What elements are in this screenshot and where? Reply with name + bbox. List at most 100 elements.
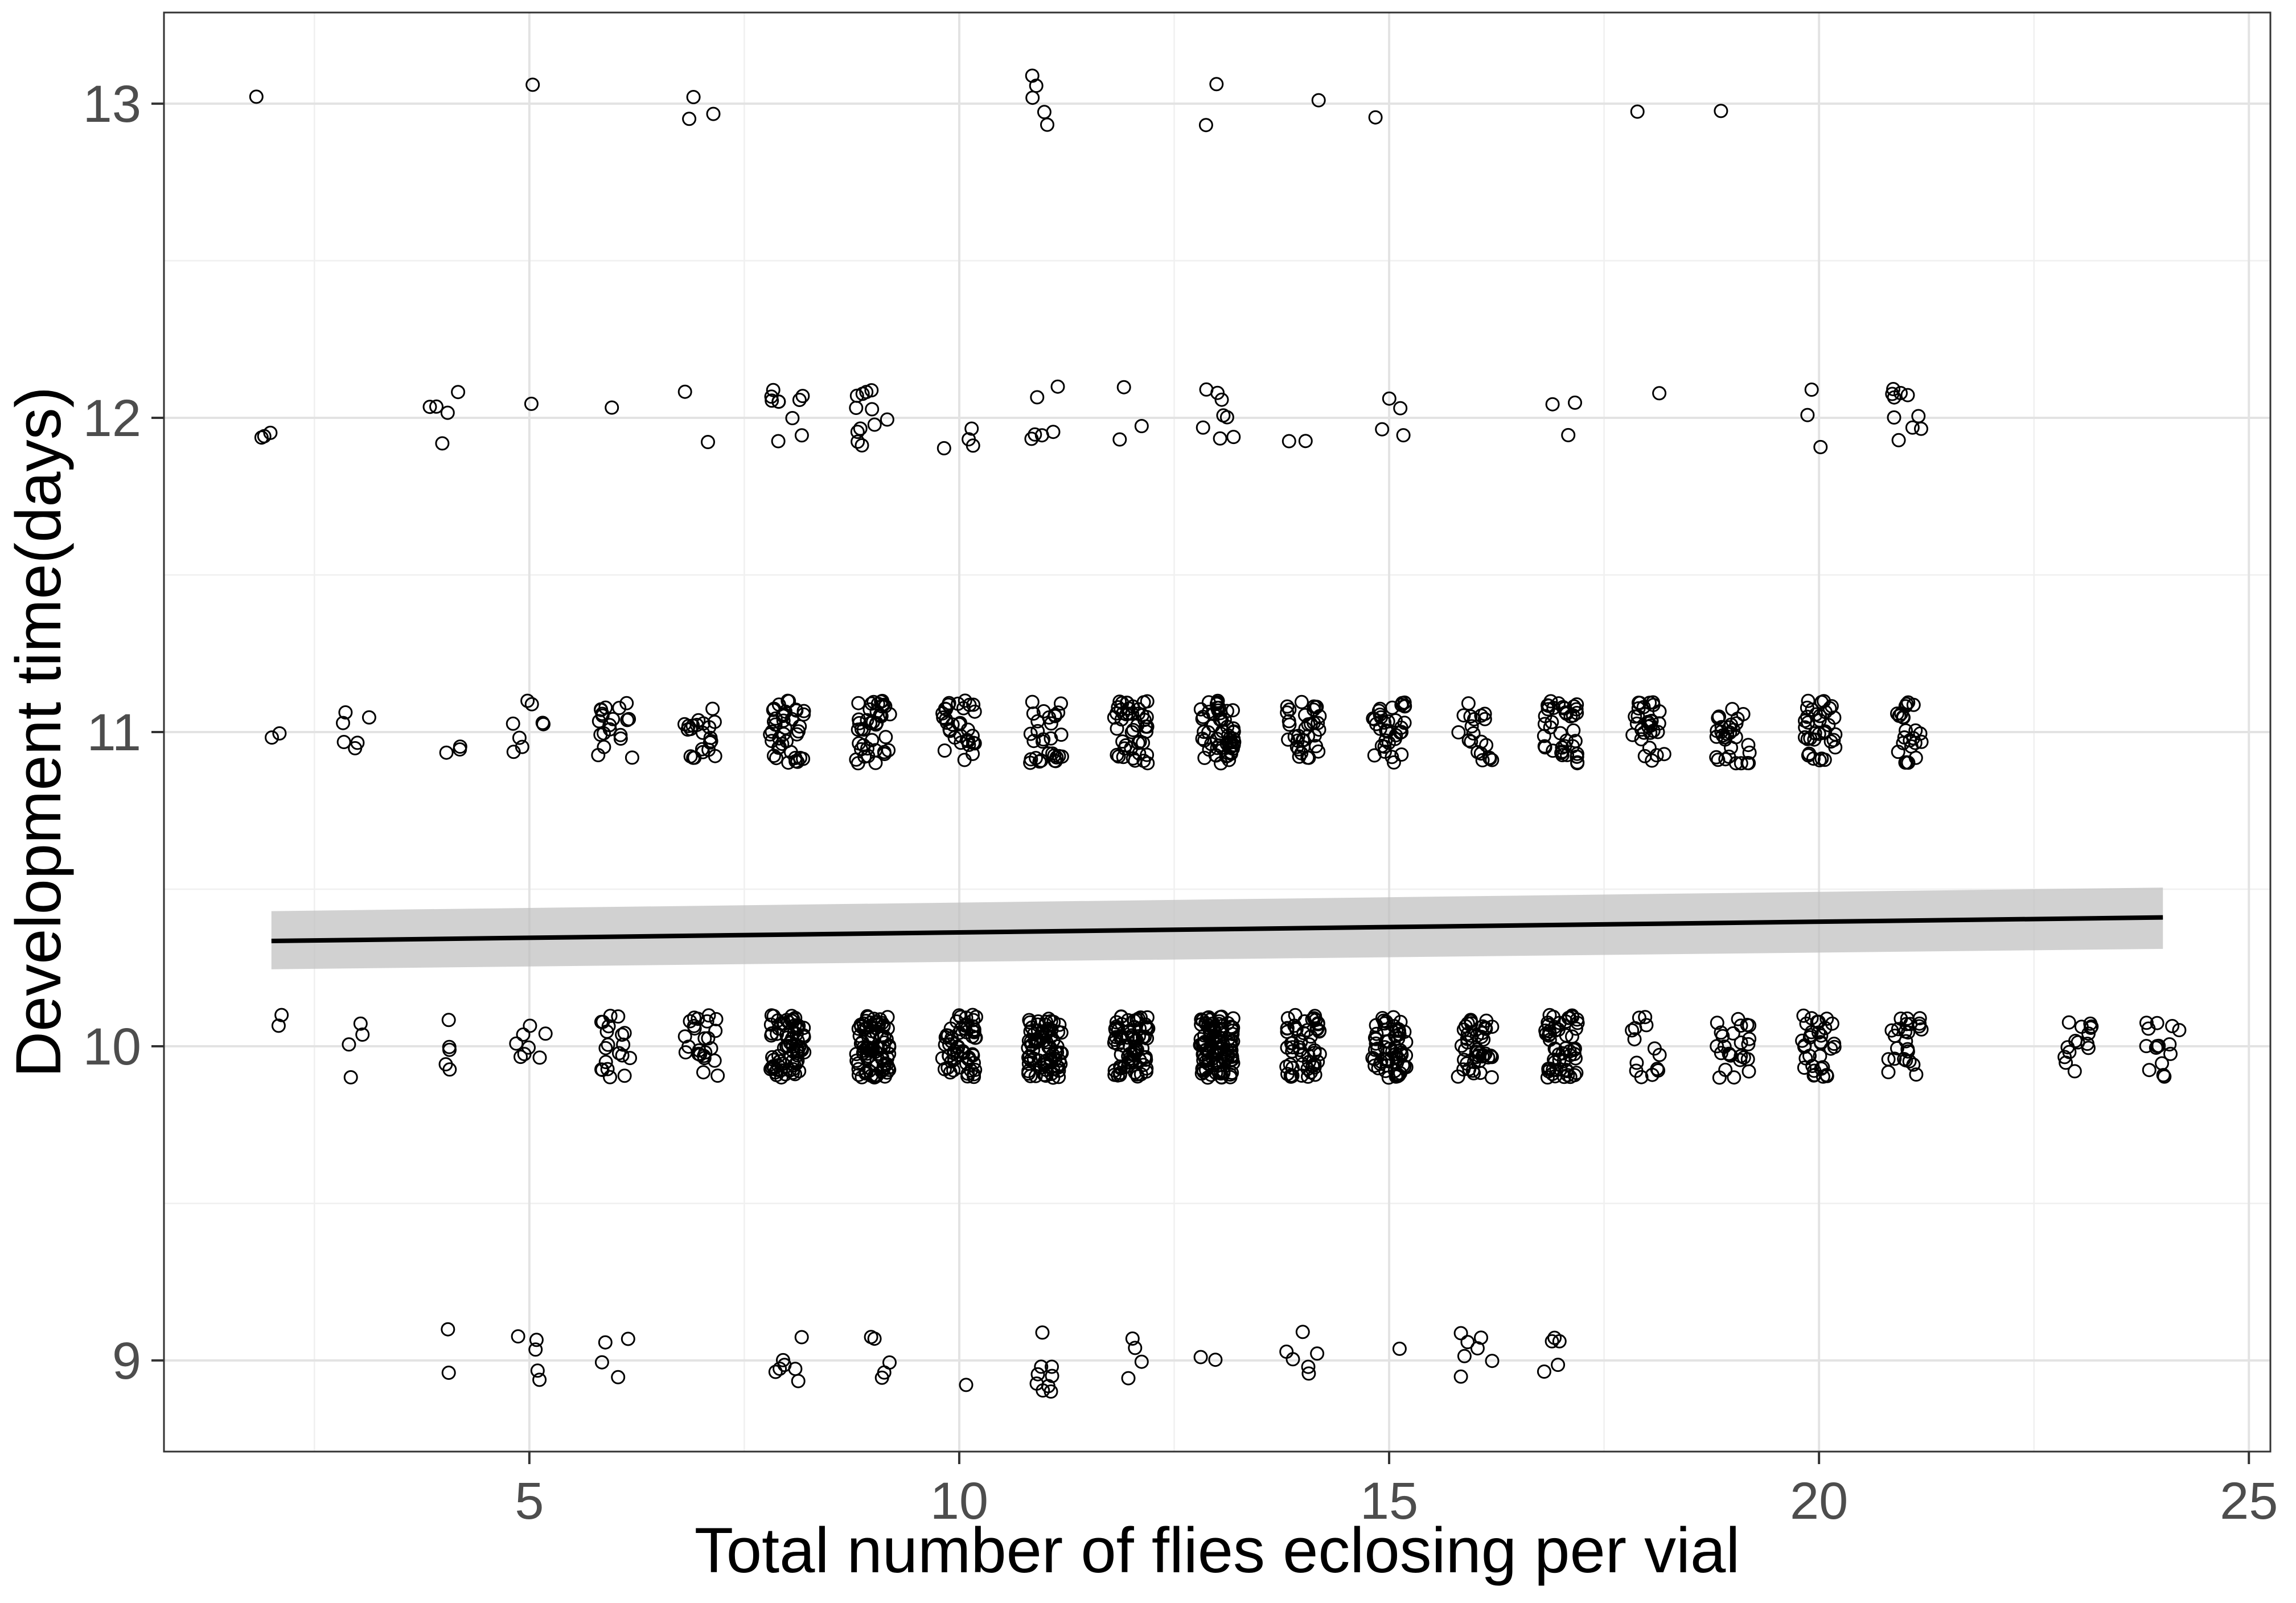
data-point bbox=[1464, 1016, 1478, 1031]
data-point bbox=[1637, 749, 1652, 763]
data-point bbox=[442, 1042, 457, 1057]
data-point bbox=[615, 1048, 630, 1063]
data-point bbox=[966, 746, 980, 761]
data-point bbox=[1555, 740, 1570, 755]
data-point bbox=[1644, 713, 1659, 728]
data-point bbox=[1891, 433, 1906, 447]
data-point bbox=[1485, 1020, 1500, 1034]
data-point bbox=[2155, 1056, 2169, 1071]
data-point bbox=[603, 1070, 617, 1084]
data-point bbox=[1119, 738, 1133, 753]
data-point bbox=[1628, 709, 1642, 724]
data-point bbox=[621, 1331, 635, 1346]
data-point bbox=[773, 1362, 787, 1376]
data-point bbox=[1740, 756, 1755, 770]
data-point bbox=[1741, 1064, 1756, 1079]
data-point bbox=[677, 1029, 692, 1044]
data-point bbox=[794, 1330, 809, 1345]
data-point bbox=[1114, 702, 1128, 717]
data-point bbox=[1542, 1008, 1557, 1022]
data-point bbox=[964, 421, 979, 436]
data-point bbox=[422, 400, 437, 414]
data-point bbox=[1047, 748, 1062, 763]
data-point bbox=[1279, 1345, 1294, 1359]
data-point bbox=[855, 1035, 870, 1050]
data-point bbox=[1282, 702, 1297, 717]
data-point bbox=[1914, 1022, 1929, 1037]
data-point bbox=[1722, 749, 1736, 764]
data-point bbox=[695, 742, 709, 757]
data-point bbox=[1377, 1022, 1391, 1037]
data-point bbox=[2061, 1015, 2076, 1030]
data-point bbox=[605, 400, 619, 415]
data-point bbox=[1368, 110, 1383, 125]
data-point bbox=[697, 1031, 712, 1046]
data-point bbox=[272, 726, 287, 741]
data-point bbox=[1638, 1010, 1653, 1025]
data-point bbox=[1128, 1341, 1143, 1355]
data-point bbox=[776, 713, 791, 728]
data-point bbox=[1035, 1325, 1050, 1340]
data-point bbox=[853, 421, 868, 436]
data-point bbox=[1037, 105, 1052, 120]
data-point bbox=[1464, 734, 1478, 749]
data-point bbox=[1138, 1017, 1153, 1032]
data-point bbox=[1204, 1067, 1218, 1082]
data-point bbox=[1477, 712, 1492, 726]
data-point bbox=[1905, 420, 1920, 435]
data-point bbox=[1285, 1040, 1300, 1055]
y-tick-label: 9 bbox=[112, 1332, 141, 1390]
data-point bbox=[1631, 701, 1646, 716]
data-point bbox=[1367, 1042, 1382, 1057]
data-point bbox=[855, 438, 869, 453]
data-point bbox=[1722, 1046, 1736, 1061]
data-point bbox=[528, 1342, 543, 1357]
data-point bbox=[1639, 1018, 1654, 1033]
data-point bbox=[937, 441, 951, 455]
data-point bbox=[615, 1027, 630, 1042]
data-point bbox=[1021, 1066, 1036, 1081]
data-point bbox=[1214, 1009, 1229, 1024]
data-point bbox=[1453, 1326, 1468, 1341]
data-point bbox=[1298, 434, 1313, 449]
data-point bbox=[1223, 1070, 1238, 1084]
data-point bbox=[680, 722, 695, 737]
data-point bbox=[524, 697, 539, 712]
data-point bbox=[1040, 117, 1054, 132]
data-point bbox=[677, 384, 692, 399]
data-point bbox=[1044, 1384, 1058, 1399]
data-points-layer bbox=[249, 68, 2187, 1399]
data-point bbox=[763, 1062, 778, 1076]
data-point bbox=[274, 1008, 289, 1022]
data-point bbox=[1196, 1013, 1210, 1027]
data-point bbox=[2062, 1045, 2077, 1059]
data-point bbox=[851, 1062, 866, 1076]
data-point bbox=[1814, 1036, 1828, 1050]
data-point bbox=[1559, 1028, 1574, 1043]
data-point bbox=[1657, 747, 1671, 762]
x-tick-label: 25 bbox=[2220, 1472, 2278, 1530]
data-point bbox=[1881, 1064, 1896, 1079]
data-point bbox=[1035, 734, 1050, 749]
data-point bbox=[1389, 728, 1403, 743]
data-point bbox=[1634, 722, 1649, 737]
data-point bbox=[877, 1365, 892, 1380]
data-point bbox=[959, 1010, 974, 1025]
data-point bbox=[1734, 1035, 1748, 1050]
data-point bbox=[868, 1044, 883, 1059]
data-point bbox=[1128, 1043, 1143, 1058]
data-point bbox=[1724, 740, 1738, 755]
data-point bbox=[1129, 1067, 1144, 1082]
data-point bbox=[1734, 756, 1748, 771]
x-axis-title: Total number of flies eclosing per vial bbox=[695, 1515, 1740, 1586]
data-point bbox=[1714, 104, 1728, 118]
data-point bbox=[1111, 1068, 1125, 1083]
data-point bbox=[880, 1010, 895, 1025]
data-point bbox=[962, 432, 976, 447]
data-point bbox=[603, 1009, 618, 1024]
data-point bbox=[958, 693, 972, 708]
data-point bbox=[1824, 699, 1839, 714]
data-point bbox=[686, 90, 701, 104]
data-point bbox=[1485, 753, 1500, 767]
data-point bbox=[1312, 1024, 1327, 1038]
